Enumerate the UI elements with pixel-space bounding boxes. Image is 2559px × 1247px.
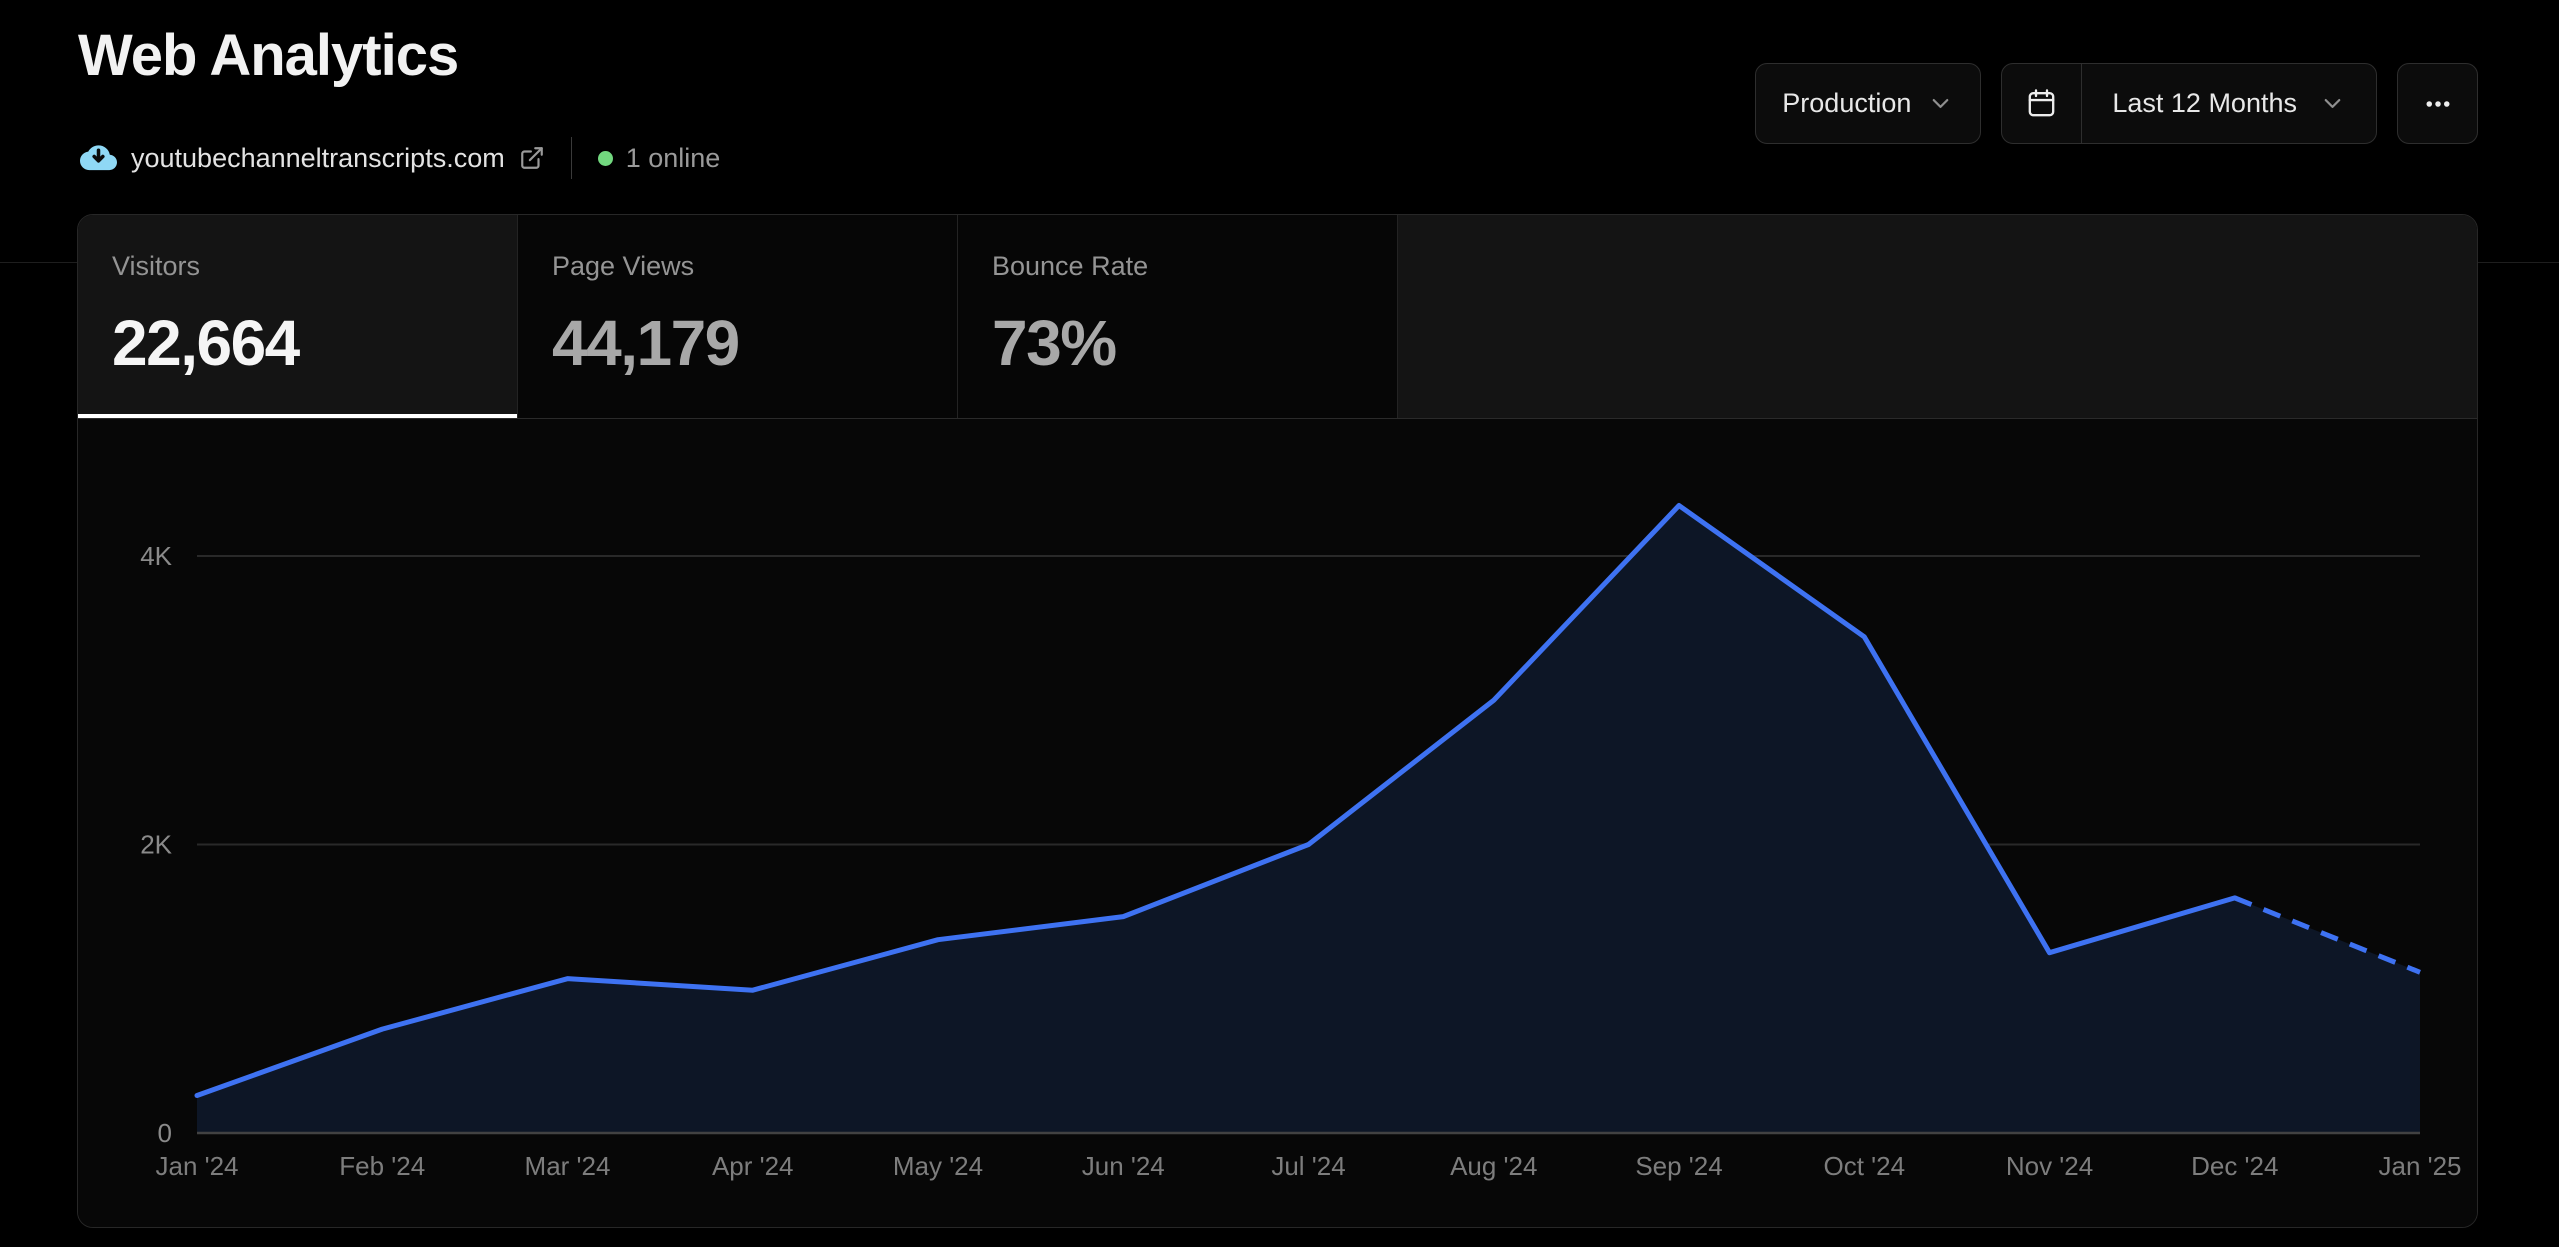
tab-row-filler (1398, 215, 2477, 418)
tab-page-views[interactable]: Page Views 44,179 (518, 215, 958, 418)
x-axis-tick-label: Dec '24 (2191, 1151, 2278, 1181)
site-domain-link[interactable]: youtubechanneltranscripts.com (80, 143, 545, 174)
visitors-chart[interactable]: 0 2K 4K Jan '24 Feb '24 Mar '24 Apr '24 May '24… (78, 419, 2477, 1227)
stat-label: Visitors (112, 251, 201, 281)
ellipsis-icon (2426, 100, 2449, 107)
y-axis-tick-label: 4K (140, 541, 172, 571)
trend-line (194, 503, 2238, 1098)
x-axis-tick-label: May '24 (893, 1151, 983, 1181)
x-axis-tick-label: Nov '24 (2006, 1151, 2093, 1181)
trend-line-projected (2233, 895, 2421, 975)
x-axis-tick-label: Jan '24 (155, 1151, 238, 1181)
site-info-row: youtubechanneltranscripts.com 1 online (80, 137, 721, 179)
x-axis-tick-label: Jan '25 (2378, 1151, 2461, 1181)
date-range-control: Last 12 Months (2001, 63, 2377, 144)
active-tab-underline (78, 414, 517, 418)
date-range-label: Last 12 Months (2112, 88, 2297, 118)
x-axis-tick-label: Oct '24 (1823, 1151, 1905, 1181)
date-range-button[interactable]: Last 12 Months (2082, 88, 2376, 119)
stat-value: 44,179 (552, 307, 740, 379)
calendar-icon (2029, 89, 2055, 117)
online-count: 1 online (625, 142, 721, 173)
y-axis-tick-label: 2K (140, 830, 172, 860)
online-indicator: 1 online (597, 142, 721, 174)
header-divider (570, 137, 572, 179)
x-axis-tick-label: Apr '24 (712, 1151, 794, 1181)
area-fill (197, 505, 2420, 1133)
more-options-button[interactable] (2397, 63, 2478, 144)
site-domain-text: youtubechanneltranscripts.com (131, 142, 505, 173)
y-axis-tick-label: 0 (158, 1118, 172, 1148)
chevron-down-icon (2324, 99, 2341, 108)
calendar-button[interactable] (2002, 64, 2081, 143)
header-controls: Production Last 12 Months (1755, 63, 2478, 144)
online-dot-icon (597, 150, 613, 166)
chevron-down-icon (1933, 99, 1949, 108)
x-axis-tick-label: Jun '24 (1082, 1151, 1165, 1181)
analytics-card: Visitors 22,664 Page Views 44,179 Bounce… (77, 214, 2478, 1228)
x-axis-tick-label: Aug '24 (1450, 1151, 1537, 1181)
x-axis-tick-label: Sep '24 (1635, 1151, 1722, 1181)
x-axis-tick-label: Mar '24 (525, 1151, 611, 1181)
stat-label: Page Views (552, 251, 695, 281)
stat-label: Bounce Rate (992, 251, 1149, 281)
tab-visitors[interactable]: Visitors 22,664 (78, 215, 518, 418)
x-axis-tick-label: Feb '24 (339, 1151, 425, 1181)
page-title: Web Analytics (78, 23, 459, 88)
stats-tab-row: Visitors 22,664 Page Views 44,179 Bounce… (78, 215, 2477, 419)
environment-selector-label: Production (1782, 88, 1912, 118)
x-axis-tick-label: Jul '24 (1271, 1151, 1345, 1181)
date-range-divider (2081, 64, 2083, 143)
visitors-chart-svg: 0 2K 4K Jan '24 Feb '24 Mar '24 Apr '24 May '24… (140, 503, 2462, 1181)
site-favicon-icon (80, 144, 117, 172)
environment-selector-button[interactable]: Production (1755, 63, 1982, 144)
stat-value: 22,664 (112, 307, 300, 379)
tab-bounce-rate[interactable]: Bounce Rate 73% (958, 215, 1398, 418)
external-link-icon (519, 145, 545, 171)
stat-value: 73% (992, 307, 1117, 379)
